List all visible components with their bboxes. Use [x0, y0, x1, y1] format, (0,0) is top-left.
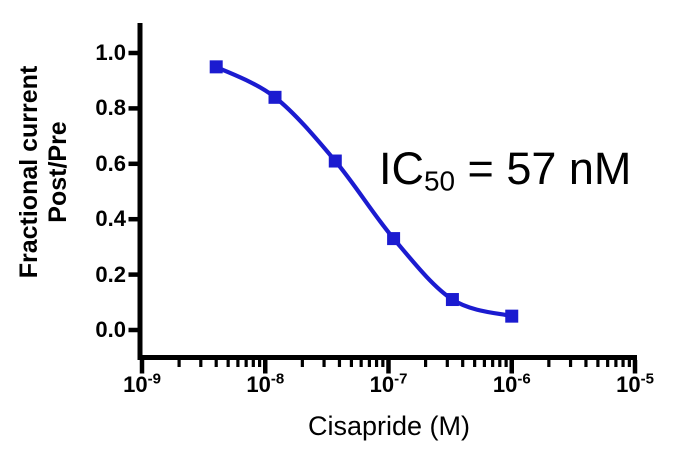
annotation-subscript: 50 [424, 165, 456, 197]
data-point-marker [328, 154, 342, 168]
data-point-marker [505, 309, 519, 323]
y-tick-label: 0.0 [95, 317, 126, 342]
y-axis-title-line1: Fractional current [15, 65, 43, 279]
y-tick-label: 1.0 [95, 40, 126, 65]
y-tick-label: 0.6 [95, 150, 126, 176]
x-tick-label: 10-5 [616, 370, 654, 397]
x-axis-title: Cisapride (M) [307, 411, 471, 441]
ic50-annotation: IC50 = 57 nM [379, 143, 631, 195]
y-tick-label: 0.2 [95, 261, 126, 287]
y-tick-label: 0.8 [95, 95, 126, 121]
data-point-marker [387, 232, 401, 246]
x-tick-label: 10-7 [369, 370, 408, 397]
x-tick-label: 10-6 [492, 370, 531, 397]
data-point-marker [209, 60, 223, 74]
data-point-marker [445, 293, 459, 307]
data-point-marker [268, 90, 282, 104]
annotation-prefix: IC [379, 143, 424, 194]
annotation-suffix: = 57 nM [455, 143, 632, 194]
x-tick-label: 10-9 [123, 370, 161, 397]
y-axis-title: Fractional current Post/Pre [15, 42, 73, 302]
x-tick-label: 10-8 [246, 370, 285, 397]
y-axis-title-line2: Post/Pre [44, 121, 72, 223]
y-tick-label: 0.4 [95, 206, 126, 232]
